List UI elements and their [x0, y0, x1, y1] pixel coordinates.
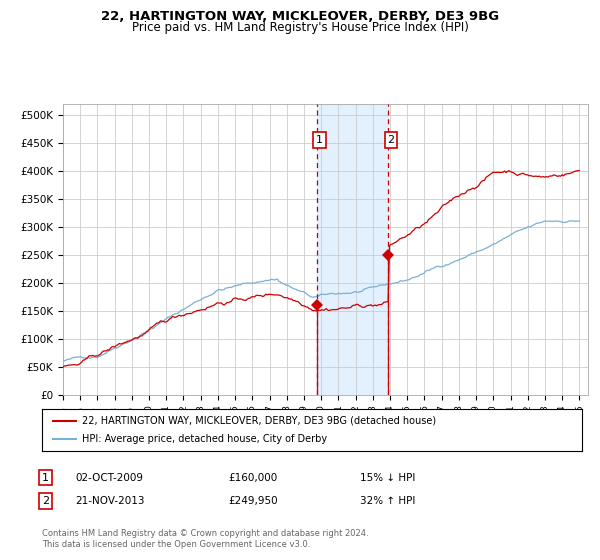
Text: £160,000: £160,000 [228, 473, 277, 483]
Text: Price paid vs. HM Land Registry's House Price Index (HPI): Price paid vs. HM Land Registry's House … [131, 21, 469, 34]
Text: HPI: Average price, detached house, City of Derby: HPI: Average price, detached house, City… [83, 434, 328, 444]
Text: 1: 1 [42, 473, 49, 483]
Text: £249,950: £249,950 [228, 496, 278, 506]
Text: 02-OCT-2009: 02-OCT-2009 [75, 473, 143, 483]
Text: 21-NOV-2013: 21-NOV-2013 [75, 496, 145, 506]
Bar [317, 104, 388, 395]
Text: Contains HM Land Registry data © Crown copyright and database right 2024.
This d: Contains HM Land Registry data © Crown c… [42, 529, 368, 549]
Text: 2: 2 [42, 496, 49, 506]
Text: 22, HARTINGTON WAY, MICKLEOVER, DERBY, DE3 9BG (detached house): 22, HARTINGTON WAY, MICKLEOVER, DERBY, D… [83, 416, 437, 426]
Text: 1: 1 [316, 135, 323, 145]
Text: 32% ↑ HPI: 32% ↑ HPI [360, 496, 415, 506]
Text: 2: 2 [388, 135, 394, 145]
Text: 22, HARTINGTON WAY, MICKLEOVER, DERBY, DE3 9BG: 22, HARTINGTON WAY, MICKLEOVER, DERBY, D… [101, 10, 499, 23]
Text: 15% ↓ HPI: 15% ↓ HPI [360, 473, 415, 483]
